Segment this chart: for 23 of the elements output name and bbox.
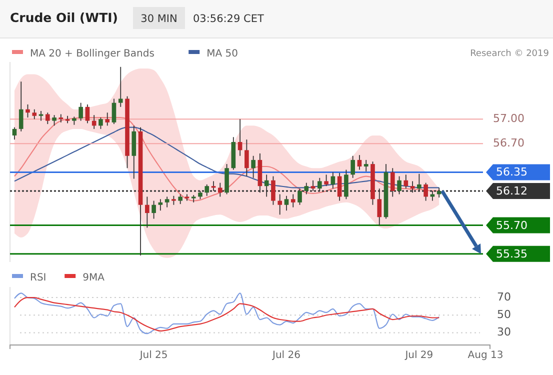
text: 03:56:29 CET	[193, 13, 264, 25]
chart-subtitle: 30 MIN	[140, 13, 178, 25]
y-tick-label: 50	[497, 308, 511, 322]
x-tick-label: Aug 13	[468, 350, 504, 361]
legend-label: MA 20 + Bollinger Bands	[30, 48, 154, 60]
x-tick-label: Jul 26	[272, 350, 300, 361]
x-tick-label: Jul 25	[138, 350, 168, 361]
legend-label: RSI	[30, 272, 46, 284]
candlestick	[278, 194, 282, 215]
ref-line-label: 56.12	[496, 184, 528, 198]
legend-label: MA 50	[206, 48, 238, 60]
chart-title: Crude Oil (WTI)	[10, 10, 118, 25]
candlestick	[38, 110, 44, 121]
ref-line-label: 56.35	[496, 166, 528, 179]
ref-line-label: 56.70	[493, 136, 524, 150]
y-tick-label: 70	[497, 290, 511, 304]
ref-line-label: 57.00	[493, 112, 524, 126]
text: Research © 2019	[470, 49, 550, 59]
x-tick-label: Jul 29	[404, 350, 434, 361]
ref-line-label: 55.70	[496, 218, 528, 232]
legend-label: 9MA	[82, 272, 105, 284]
ref-line-label: 55.35	[496, 247, 528, 260]
y-tick-label: 30	[497, 326, 511, 339]
